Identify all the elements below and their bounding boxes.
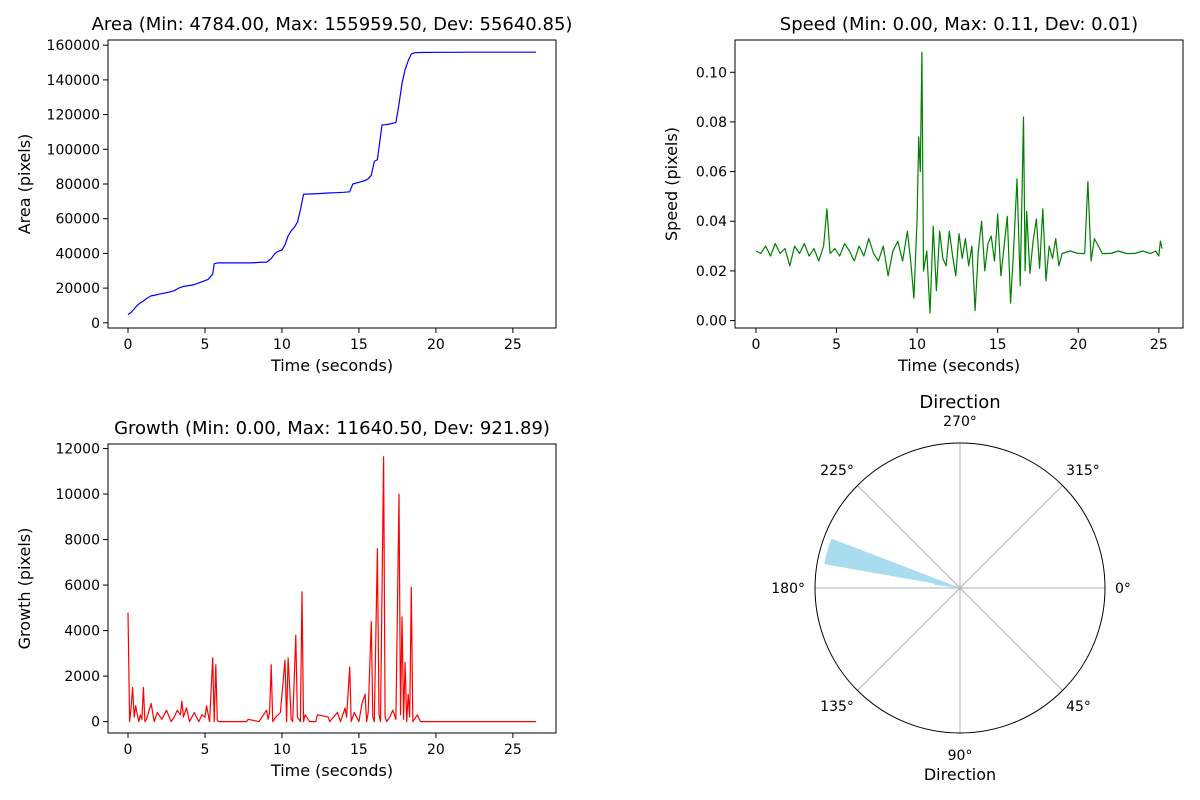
x-axis-label: Time (seconds)	[897, 356, 1020, 375]
plot-frame	[107, 39, 557, 329]
chart-title: Direction	[919, 392, 1000, 413]
direction-bar	[848, 547, 960, 588]
y-tick-label: 4000	[64, 624, 100, 640]
chart-title: Speed (Min: 0.00, Max: 0.11, Dev: 0.01)	[780, 14, 1138, 35]
x-tick-label: 0	[124, 742, 133, 758]
angle-label: 90°	[948, 748, 973, 764]
x-tick-label: 10	[908, 337, 926, 353]
direction-polar-chart: 0° 45° 90° 135° 180° 225° 270° 315° Direction Dir…	[771, 392, 1131, 784]
x-tick-label: 20	[1069, 337, 1087, 353]
angle-label: 0°	[1115, 581, 1131, 597]
x-tick-label: 15	[350, 337, 368, 353]
angle-label: 45°	[1066, 699, 1091, 715]
y-tick-label: 8000	[64, 533, 100, 549]
x-tick-label: 20	[427, 742, 445, 758]
y-tick-label: 160000	[47, 38, 100, 54]
y-tick-label: 0	[91, 715, 100, 731]
y-tick-label: 120000	[47, 108, 100, 124]
y-tick-label: 80000	[55, 177, 100, 193]
angle-label: 225°	[820, 463, 854, 479]
angle-label: 270°	[943, 414, 977, 430]
y-tick-label: 60000	[55, 212, 100, 228]
y-axis-label: Speed (pixels)	[662, 127, 681, 241]
x-tick-label: 0	[751, 337, 760, 353]
chart-title: Area (Min: 4784.00, Max: 155959.50, Dev:…	[92, 14, 573, 35]
polar-gridline	[857, 587, 961, 691]
polar-frame	[814, 442, 1106, 734]
y-tick-label: 20000	[55, 281, 100, 297]
x-tick-label: 5	[201, 742, 210, 758]
y-tick-label: 0	[91, 316, 100, 332]
speed-chart: 0 5 10 15 20 25 0.00 0.02 0.04 0.06 0.08 0.10 Speed …	[662, 14, 1184, 375]
growth-chart: 0 5 10 15 20 25 0 2000 4000 6000 8000 10000 12000 Gro…	[15, 418, 557, 780]
x-tick-label: 25	[504, 337, 522, 353]
x-axis-label: Direction	[924, 765, 996, 784]
direction-bar	[934, 580, 960, 588]
series-line	[755, 51, 1163, 314]
y-tick-label: 6000	[64, 578, 100, 594]
x-tick-label: 0	[124, 337, 133, 353]
y-tick-label: 0.10	[696, 65, 727, 81]
x-tick-label: 25	[504, 742, 522, 758]
y-tick-label: 140000	[47, 73, 100, 89]
area-chart: 0 5 10 15 20 25 0 20000 40000 60000 80000 100000 120…	[15, 14, 572, 375]
polar-gridline	[959, 485, 1063, 589]
y-axis-label: Area (pixels)	[15, 134, 34, 235]
y-tick-label: 100000	[47, 142, 100, 158]
series-line	[127, 456, 536, 723]
y-tick-label: 10000	[55, 487, 100, 503]
y-tick-label: 2000	[64, 669, 100, 685]
angle-label: 180°	[771, 581, 805, 597]
angle-label: 135°	[820, 699, 854, 715]
x-axis-label: Time (seconds)	[270, 356, 393, 375]
polar-gridline	[857, 485, 961, 589]
x-tick-label: 5	[832, 337, 841, 353]
y-tick-label: 0.04	[696, 214, 727, 230]
chart-title: Growth (Min: 0.00, Max: 11640.50, Dev: 9…	[114, 418, 550, 439]
y-tick-label: 12000	[55, 442, 100, 458]
polar-gridline	[959, 587, 1063, 691]
y-tick-label: 0.06	[696, 165, 727, 181]
plot-frame	[107, 443, 557, 734]
y-tick-label: 0.00	[696, 314, 727, 330]
y-axis-label: Growth (pixels)	[15, 528, 34, 650]
x-tick-label: 15	[350, 742, 368, 758]
angle-label: 315°	[1066, 463, 1100, 479]
plot-frame	[734, 39, 1184, 329]
y-tick-label: 0.08	[696, 115, 727, 131]
y-tick-label: 0.02	[696, 264, 727, 280]
y-tick-label: 40000	[55, 246, 100, 262]
x-tick-label: 10	[273, 742, 291, 758]
x-tick-label: 5	[201, 337, 210, 353]
x-tick-label: 25	[1150, 337, 1168, 353]
x-tick-label: 15	[989, 337, 1007, 353]
x-axis-label: Time (seconds)	[270, 761, 393, 780]
series-line	[127, 51, 536, 315]
x-tick-label: 20	[427, 337, 445, 353]
x-tick-label: 10	[273, 337, 291, 353]
